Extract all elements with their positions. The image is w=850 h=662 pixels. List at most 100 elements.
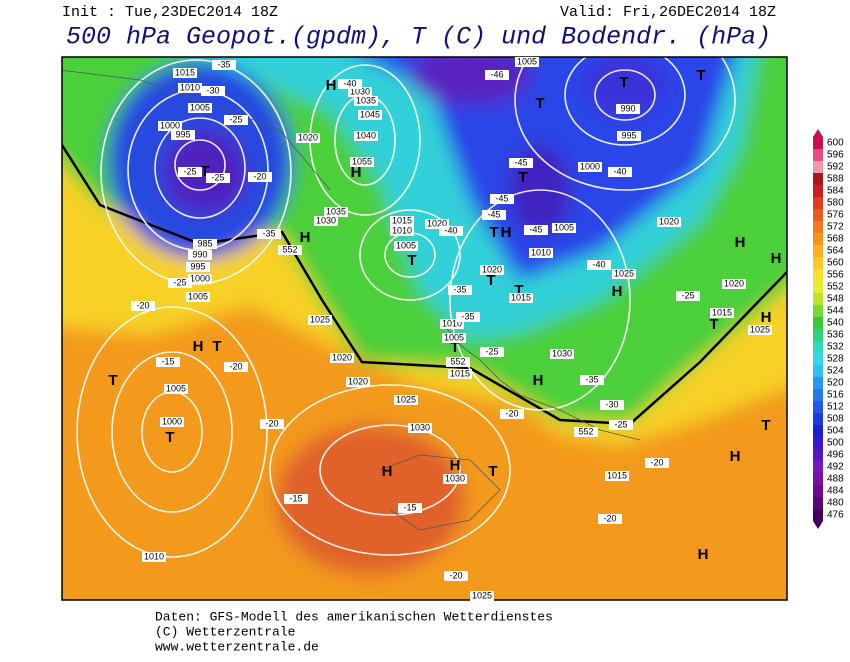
contour-label: 1035 <box>326 206 346 216</box>
contour-label: 1025 <box>614 268 634 278</box>
colorbar-swatch <box>813 461 823 473</box>
label-box <box>156 357 180 367</box>
contour-label: -20 <box>505 408 518 418</box>
colorbar-swatch <box>813 185 823 197</box>
contour-label: -20 <box>136 300 149 310</box>
colorbar-label: 576 <box>827 210 844 221</box>
colorbar-swatch <box>813 365 823 377</box>
label-box <box>131 301 155 311</box>
colorbar-label: 592 <box>827 162 844 173</box>
colorbar-label: 500 <box>827 438 844 449</box>
colorbar-swatch <box>813 353 823 365</box>
label-box <box>485 70 509 80</box>
contour-label: -15 <box>161 356 174 366</box>
colorbar-swatch <box>813 305 823 317</box>
colorbar-label: 584 <box>827 186 844 197</box>
pressure-center: T <box>761 417 770 434</box>
colorbar-label: 496 <box>827 450 844 461</box>
contour-label: -40 <box>592 259 605 269</box>
label-box <box>193 239 217 249</box>
colorbar-label: 528 <box>827 354 844 365</box>
footer-line: www.wetterzentrale.de <box>155 639 319 654</box>
pressure-center: T <box>535 95 544 112</box>
label-box <box>509 293 533 303</box>
colorbar-swatch <box>813 329 823 341</box>
label-box <box>608 167 632 177</box>
pressure-center: T <box>486 272 495 289</box>
contour-label: 1005 <box>396 240 416 250</box>
pressure-center: H <box>300 229 311 246</box>
contour-label: -45 <box>514 157 527 167</box>
label-box <box>296 133 320 143</box>
label-box <box>308 315 332 325</box>
contour-label: 1020 <box>427 218 447 228</box>
contour-label: -20 <box>229 361 242 371</box>
colorbar-label: 480 <box>827 498 844 509</box>
contour-label: 1020 <box>482 264 502 274</box>
pressure-center: T <box>709 316 718 333</box>
contour-label: -20 <box>265 418 278 428</box>
pressure-center: H <box>382 463 393 480</box>
label-box <box>552 223 576 233</box>
label-box <box>173 68 197 78</box>
contour-label: 1020 <box>332 352 352 362</box>
pressure-center: T <box>488 463 497 480</box>
colorbar-swatch <box>813 437 823 449</box>
label-box <box>509 158 533 168</box>
contour-label: 1040 <box>356 130 376 140</box>
label-box <box>188 103 212 113</box>
colorbar-label: 488 <box>827 474 844 485</box>
contour-label: 1015 <box>450 368 470 378</box>
colorbar-swatch <box>813 149 823 161</box>
label-box <box>257 229 281 239</box>
label-box <box>346 377 370 387</box>
contour-label: 1000 <box>162 416 182 426</box>
label-box <box>408 423 432 433</box>
colorbar-label: 600 <box>827 138 844 149</box>
contour-label: -35 <box>585 374 598 384</box>
label-box <box>448 369 472 379</box>
contour-label: 995 <box>621 130 636 140</box>
contour-label: 1010 <box>180 82 200 92</box>
label-box <box>224 115 248 125</box>
colorbar-label: 568 <box>827 234 844 245</box>
label-box <box>598 514 622 524</box>
contour-label: 1025 <box>396 394 416 404</box>
colorbar-swatch <box>813 377 823 389</box>
contour-label: 1005 <box>190 102 210 112</box>
contour-label: 1020 <box>724 278 744 288</box>
contour-label: -30 <box>605 399 618 409</box>
contour-label: 990 <box>620 103 635 113</box>
colorbar-label: 588 <box>827 174 844 185</box>
contour-label: -35 <box>461 311 474 321</box>
label-box <box>160 417 184 427</box>
contour-label: 990 <box>192 249 207 259</box>
contour-label: 1030 <box>350 86 370 96</box>
colorbar-cap <box>813 129 823 137</box>
label-box <box>676 291 700 301</box>
contour-label: -40 <box>613 166 626 176</box>
label-box <box>470 591 494 601</box>
pressure-center: T <box>165 429 174 446</box>
colorbar-label: 504 <box>827 426 844 437</box>
label-box <box>587 260 611 270</box>
colorbar-swatch <box>813 197 823 209</box>
label-box <box>314 216 338 226</box>
contour-label: 1015 <box>392 215 412 225</box>
colorbar-label: 596 <box>827 150 844 161</box>
contour-label: 1015 <box>175 67 195 77</box>
label-box <box>657 217 681 227</box>
label-box <box>524 225 548 235</box>
contour-label: 552 <box>450 356 465 366</box>
contour-label: -25 <box>485 346 498 356</box>
footer-line: Daten: GFS-Modell des amerikanischen Wet… <box>155 609 553 624</box>
label-box <box>529 248 553 258</box>
label-box <box>284 494 308 504</box>
colorbar-swatch <box>813 485 823 497</box>
label-box <box>354 131 378 141</box>
contour-label: -25 <box>173 277 186 287</box>
label-box <box>444 571 468 581</box>
pressure-center: T <box>489 224 498 241</box>
label-box <box>616 104 640 114</box>
